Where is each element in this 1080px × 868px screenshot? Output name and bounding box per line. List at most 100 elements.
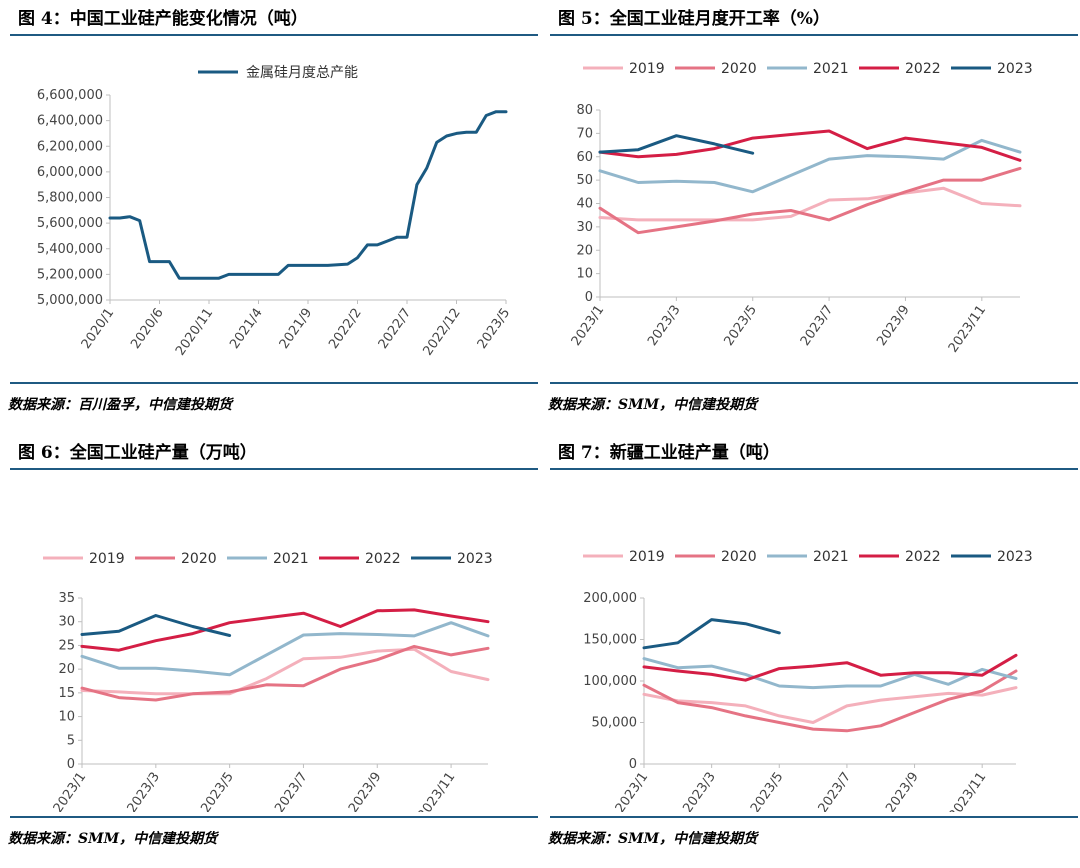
x-tick-label: 2023/9 [346, 770, 385, 812]
y-tick-label: 50 [576, 173, 593, 188]
y-tick-label: 0 [67, 757, 75, 772]
y-tick-label: 40 [576, 197, 593, 212]
y-tick-label: 20 [576, 243, 593, 258]
y-tick-label: 35 [58, 591, 75, 606]
series-line-金属硅月度总产能 [108, 110, 508, 280]
figure-title: 图 4：中国工业硅产能变化情况（吨） [18, 9, 308, 29]
x-tick-label: 2022/12 [421, 306, 464, 359]
series-line-2023 [598, 134, 755, 155]
y-tick-label: 25 [58, 638, 75, 653]
legend-label: 2022 [905, 549, 941, 565]
x-tick-label: 2023/11 [415, 770, 458, 812]
x-tick-label: 2023/11 [946, 303, 989, 356]
series-line-2022 [642, 653, 1018, 682]
legend-label: 2019 [629, 549, 665, 565]
y-tick-label: 20 [58, 662, 75, 677]
capacity-line-chart: 5,000,000 5,200,000 5,400,000 5,600,000 5,80… [37, 65, 514, 359]
figure-4-panel: 图 4：中国工业硅产能变化情况（吨） 5,000,000 5,200,000 5,4… [8, 0, 538, 434]
top-rule [550, 34, 1078, 36]
figure-source: 数据来源：百川盈孚，中信建投期货 [8, 397, 232, 413]
y-tick-label: 200,000 [583, 591, 637, 606]
bottom-rule [550, 382, 1078, 384]
x-tick-label: 2023/11 [946, 770, 989, 812]
x-tick-label: 2023/3 [125, 770, 164, 812]
figure-5-panel: 图 5：全国工业硅月度开工率（%） 0 10 20 30 40 50 60 70 80 2023/… [548, 0, 1078, 434]
figure-title: 图 7：新疆工业硅产量（吨） [558, 443, 780, 463]
x-tick-label: 2023/7 [798, 303, 837, 349]
legend-label: 2020 [721, 549, 757, 565]
y-tick-label: 5 [67, 733, 75, 748]
x-tick-label: 2023/5 [198, 770, 237, 812]
operating-rate-line-chart: 0 10 20 30 40 50 60 70 80 2023/1 2023/3 2023/5 2023/… [569, 61, 1033, 356]
y-tick-label: 60 [576, 150, 593, 165]
legend-label: 2019 [89, 551, 125, 567]
y-tick-label: 10 [58, 710, 75, 725]
y-tick-label: 6,600,000 [37, 88, 103, 103]
figure-title: 图 6：全国工业硅产量（万吨） [18, 443, 257, 463]
figure-6-panel: 图 6：全国工业硅产量（万吨） 0 5 10 15 20 25 30 35 2023/1 2023… [8, 434, 538, 868]
series-line-2019 [598, 186, 1022, 222]
legend-label: 金属硅月度总产能 [246, 65, 358, 81]
series-line-2020 [642, 669, 1018, 733]
x-tick-label: 2022/7 [376, 306, 415, 352]
legend-label: 2023 [997, 61, 1033, 77]
y-tick-label: 0 [629, 757, 637, 772]
x-tick-label: 2023/3 [680, 770, 719, 812]
y-tick-label: 15 [58, 686, 75, 701]
figure-7-panel: 图 7：新疆工业硅产量（吨） 0 50,000 100,000 150,000 200,… [548, 434, 1078, 868]
x-tick-label: 2023/1 [51, 770, 90, 812]
figure-title: 图 5：全国工业硅月度开工率（%） [558, 9, 830, 29]
y-tick-label: 50,000 [592, 716, 638, 731]
x-tick-label: 2023/5 [721, 303, 760, 349]
bottom-rule [550, 816, 1078, 818]
y-tick-label: 6,200,000 [37, 139, 103, 154]
legend-label: 2022 [365, 551, 401, 567]
x-tick-label: 2023/7 [816, 770, 855, 812]
national-output-line-chart: 0 5 10 15 20 25 30 35 2023/1 2023/3 2023/5 2023/7 20… [43, 551, 493, 812]
x-tick-label: 2023/7 [272, 770, 311, 812]
x-tick-label: 2023/5 [475, 306, 514, 352]
legend-label: 2019 [629, 61, 665, 77]
y-tick-label: 6,400,000 [37, 114, 103, 129]
legend-label: 2021 [813, 61, 849, 77]
bottom-rule [10, 816, 538, 818]
top-rule [550, 468, 1078, 470]
y-tick-label: 5,600,000 [37, 216, 103, 231]
figure-source: 数据来源：SMM，中信建投期货 [548, 831, 758, 847]
x-tick-label: 2020/6 [128, 306, 167, 352]
xinjiang-output-line-chart: 0 50,000 100,000 150,000 200,000 2023/1 2023/3… [583, 549, 1033, 812]
series-line-2022 [598, 129, 1022, 162]
y-tick-label: 5,400,000 [37, 242, 103, 257]
series-line-2021 [598, 138, 1022, 194]
legend-label: 2023 [997, 549, 1033, 565]
series-line-2022 [80, 608, 490, 652]
legend-label: 2020 [721, 61, 757, 77]
x-tick-label: 2021/9 [277, 306, 316, 352]
legend-label: 2023 [457, 551, 493, 567]
series-line-2019 [642, 686, 1018, 724]
series-line-2023 [642, 618, 781, 650]
x-tick-label: 2023/5 [748, 770, 787, 812]
legend-label: 2020 [181, 551, 217, 567]
y-tick-label: 80 [576, 103, 593, 118]
figure-source: 数据来源：SMM，中信建投期货 [548, 397, 758, 413]
y-tick-label: 0 [585, 290, 593, 305]
y-tick-label: 30 [576, 220, 593, 235]
x-tick-label: 2020/11 [173, 306, 216, 359]
series-line-2020 [598, 166, 1022, 235]
x-tick-label: 2023/1 [569, 303, 608, 349]
y-tick-label: 100,000 [583, 674, 637, 689]
x-tick-label: 2022/2 [326, 306, 365, 352]
y-tick-label: 5,800,000 [37, 191, 103, 206]
bottom-rule [10, 382, 538, 384]
legend-label: 2022 [905, 61, 941, 77]
y-tick-label: 5,200,000 [37, 267, 103, 282]
series-line-2021 [642, 657, 1018, 690]
x-tick-label: 2023/9 [874, 303, 913, 349]
x-tick-label: 2021/4 [227, 306, 266, 352]
series-line-2020 [80, 644, 490, 702]
legend-label: 2021 [813, 549, 849, 565]
series-line-2021 [80, 621, 490, 677]
legend-label: 2021 [273, 551, 309, 567]
y-tick-label: 70 [576, 126, 593, 141]
